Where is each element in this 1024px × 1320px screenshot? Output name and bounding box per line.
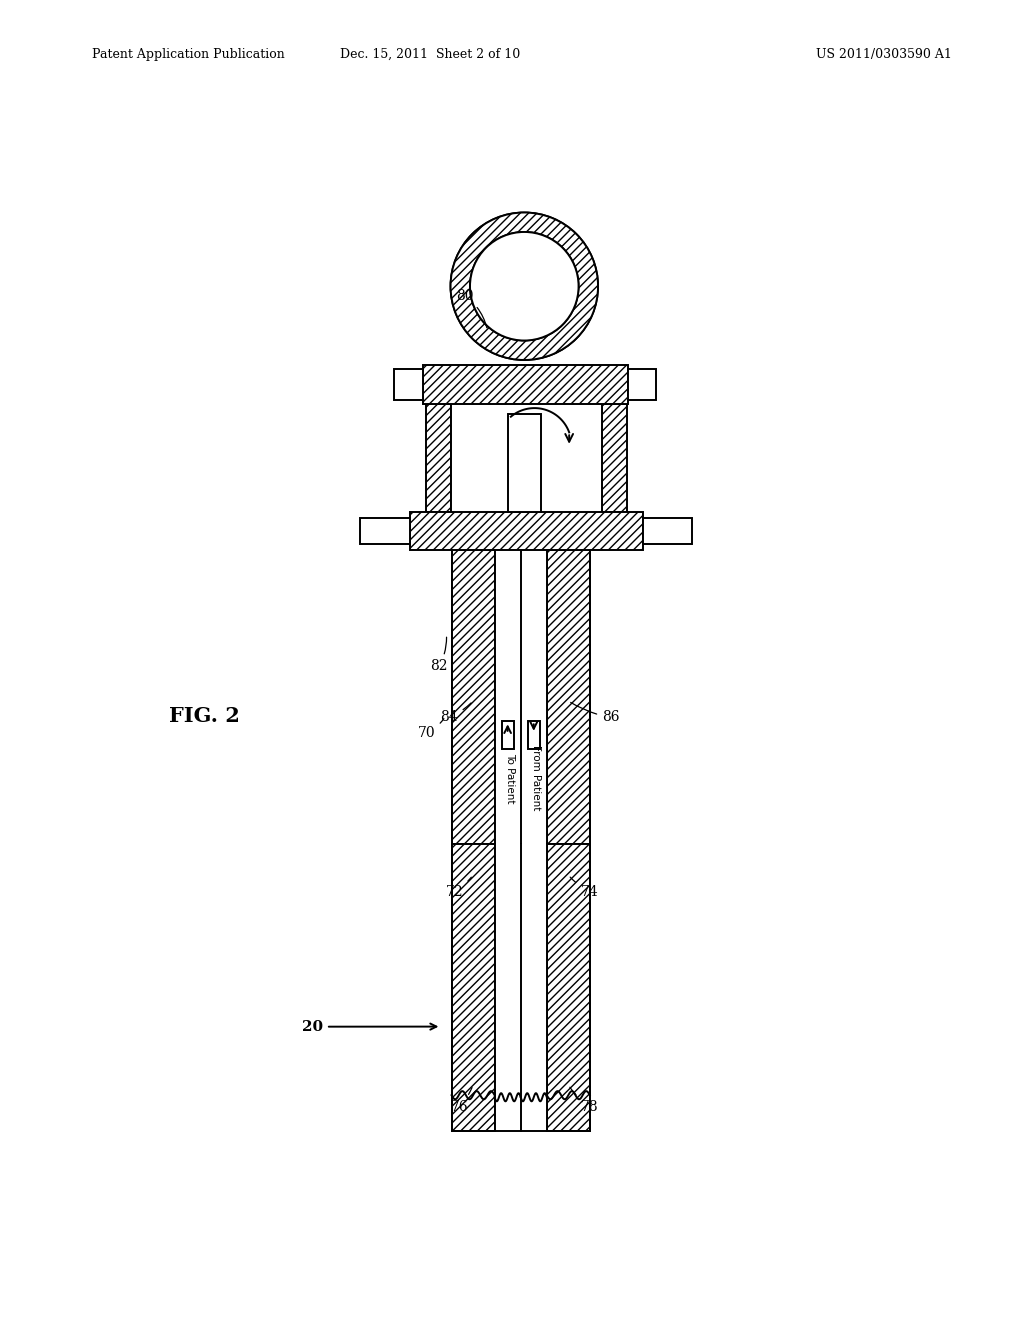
Text: US 2011/0303590 A1: US 2011/0303590 A1	[816, 48, 952, 61]
Text: 74: 74	[570, 876, 598, 899]
Bar	[451, 404, 602, 512]
Bar	[495, 845, 547, 1131]
Text: FIG. 2: FIG. 2	[169, 706, 241, 726]
Circle shape	[451, 213, 598, 360]
Bar	[426, 404, 451, 512]
Text: To Patient: To Patient	[505, 752, 515, 803]
Bar	[643, 517, 692, 544]
Text: 82: 82	[430, 638, 447, 673]
Bar	[394, 370, 423, 400]
Bar	[508, 414, 541, 512]
Text: 20: 20	[302, 1019, 436, 1034]
Bar	[628, 370, 656, 400]
Bar	[452, 845, 495, 1131]
Text: 78: 78	[570, 1088, 598, 1114]
Text: 70: 70	[418, 718, 443, 739]
Bar	[360, 517, 410, 544]
Circle shape	[470, 232, 579, 341]
Text: Dec. 15, 2011  Sheet 2 of 10: Dec. 15, 2011 Sheet 2 of 10	[340, 48, 520, 61]
Bar	[602, 404, 627, 512]
Bar	[423, 366, 628, 404]
Text: 80: 80	[456, 289, 486, 327]
Bar	[527, 722, 540, 748]
Bar	[410, 512, 643, 550]
Bar	[502, 722, 514, 748]
Bar	[495, 550, 547, 845]
Text: 76: 76	[451, 1088, 472, 1114]
Text: 72: 72	[445, 878, 471, 899]
Text: Patent Application Publication: Patent Application Publication	[92, 48, 285, 61]
Bar	[547, 845, 590, 1131]
Bar	[452, 550, 495, 845]
Bar	[547, 550, 590, 845]
Text: 84: 84	[440, 704, 471, 725]
Text: 86: 86	[570, 702, 620, 725]
Text: From Patient: From Patient	[530, 744, 541, 810]
